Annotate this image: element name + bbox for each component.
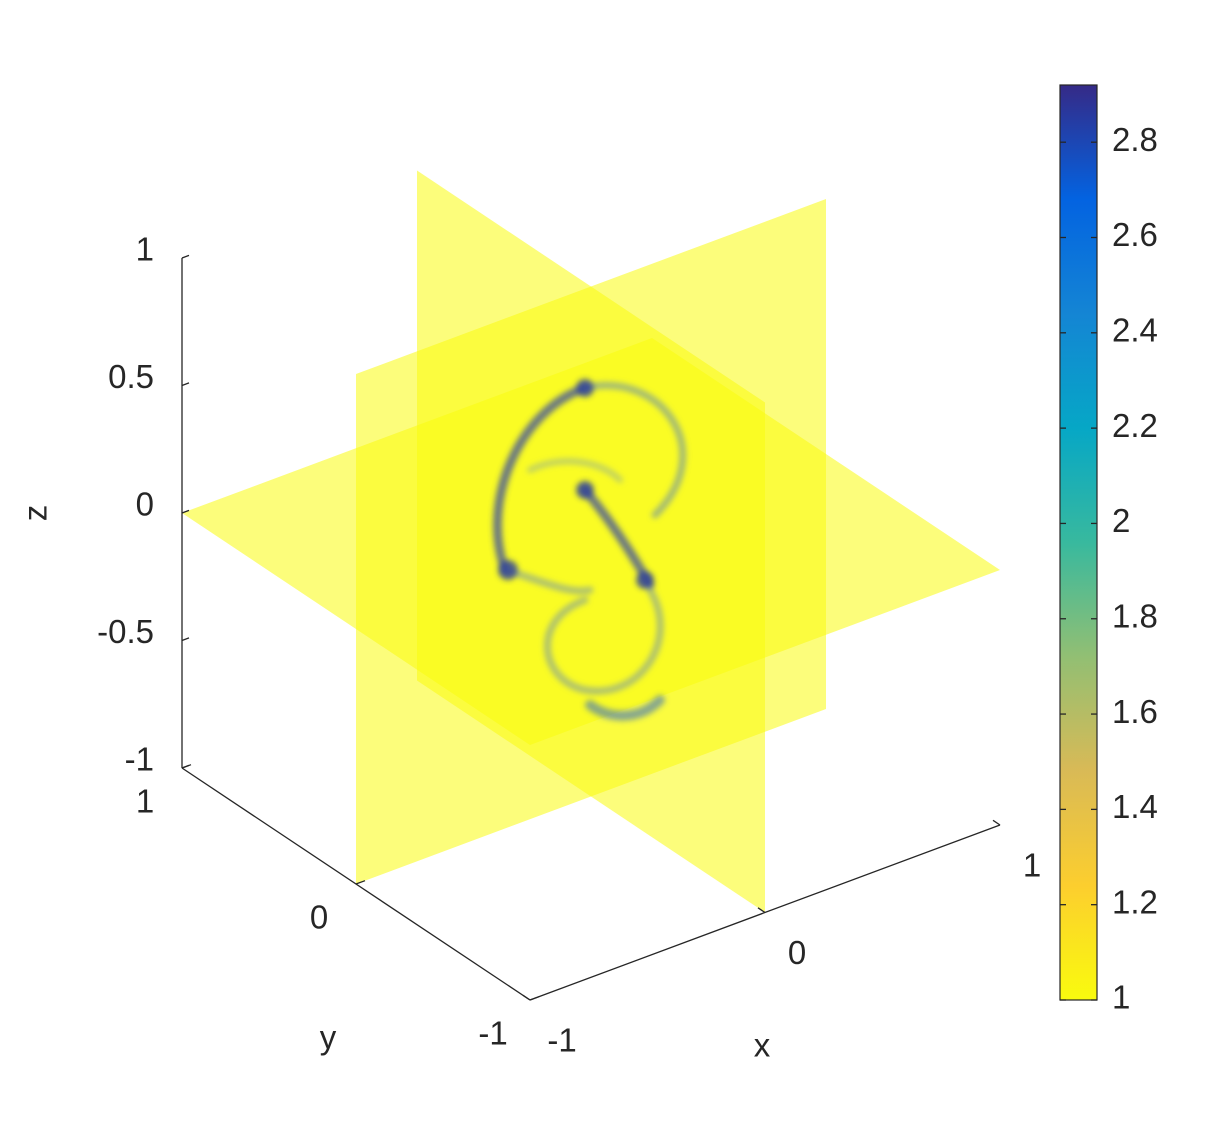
y-tick-label: 0 — [310, 899, 328, 936]
slice-planes — [182, 170, 1000, 913]
colorbar-tick-label: 1.4 — [1112, 788, 1158, 825]
z-tick-label: 0.5 — [108, 358, 154, 395]
y-tick-label: -1 — [478, 1015, 507, 1052]
ring-node — [576, 481, 594, 499]
ring-arc — [585, 695, 665, 721]
slice-plane — [182, 338, 1000, 745]
z-tick-label: 0 — [136, 486, 154, 523]
y-tick — [355, 880, 366, 885]
ring-node — [636, 571, 654, 589]
colorbar-tick-label: 1.2 — [1112, 883, 1158, 920]
colorbar-tick-label: 2.2 — [1112, 407, 1158, 444]
colorbar-tick-label: 1.8 — [1112, 597, 1158, 634]
x-tick-label: 1 — [1023, 847, 1041, 884]
colorbar — [1059, 84, 1098, 1001]
ring-arc — [543, 586, 664, 695]
y-axis-label: y — [320, 1019, 337, 1056]
ring-arc — [527, 458, 623, 483]
colorbar-tick-label: 2 — [1112, 502, 1130, 539]
x-tick — [992, 819, 1001, 826]
z-tick — [181, 637, 190, 642]
x-axis-label: x — [754, 1027, 771, 1064]
z-axis-label: z — [17, 505, 54, 522]
colorbar-tick-label: 1 — [1112, 979, 1130, 1016]
y-tick-label: 1 — [136, 783, 154, 820]
colorbar-tick-label: 2.8 — [1112, 121, 1158, 158]
y-tick — [529, 996, 540, 1001]
z-tick — [181, 382, 190, 387]
ring-arc — [493, 383, 590, 575]
colorbar-tick-label: 1.6 — [1112, 693, 1158, 730]
z-tick-label: 1 — [136, 231, 154, 268]
ring-node — [498, 560, 518, 580]
ring-node — [576, 379, 594, 397]
z-tick-label: -0.5 — [97, 613, 154, 650]
x-tick-label: -1 — [547, 1022, 576, 1059]
ring-arc — [581, 382, 687, 519]
z-tick-label: -1 — [125, 741, 154, 778]
x-tick — [757, 907, 766, 914]
colorbar-tick-label: 2.4 — [1112, 312, 1158, 349]
z-tick — [181, 254, 190, 259]
y-tick — [181, 764, 192, 769]
colorbar-tick-label: 2.6 — [1112, 216, 1158, 253]
field-features — [493, 379, 687, 721]
z-tick — [181, 509, 190, 514]
x-tick-label: 0 — [788, 934, 806, 971]
x-tick — [522, 994, 531, 1001]
